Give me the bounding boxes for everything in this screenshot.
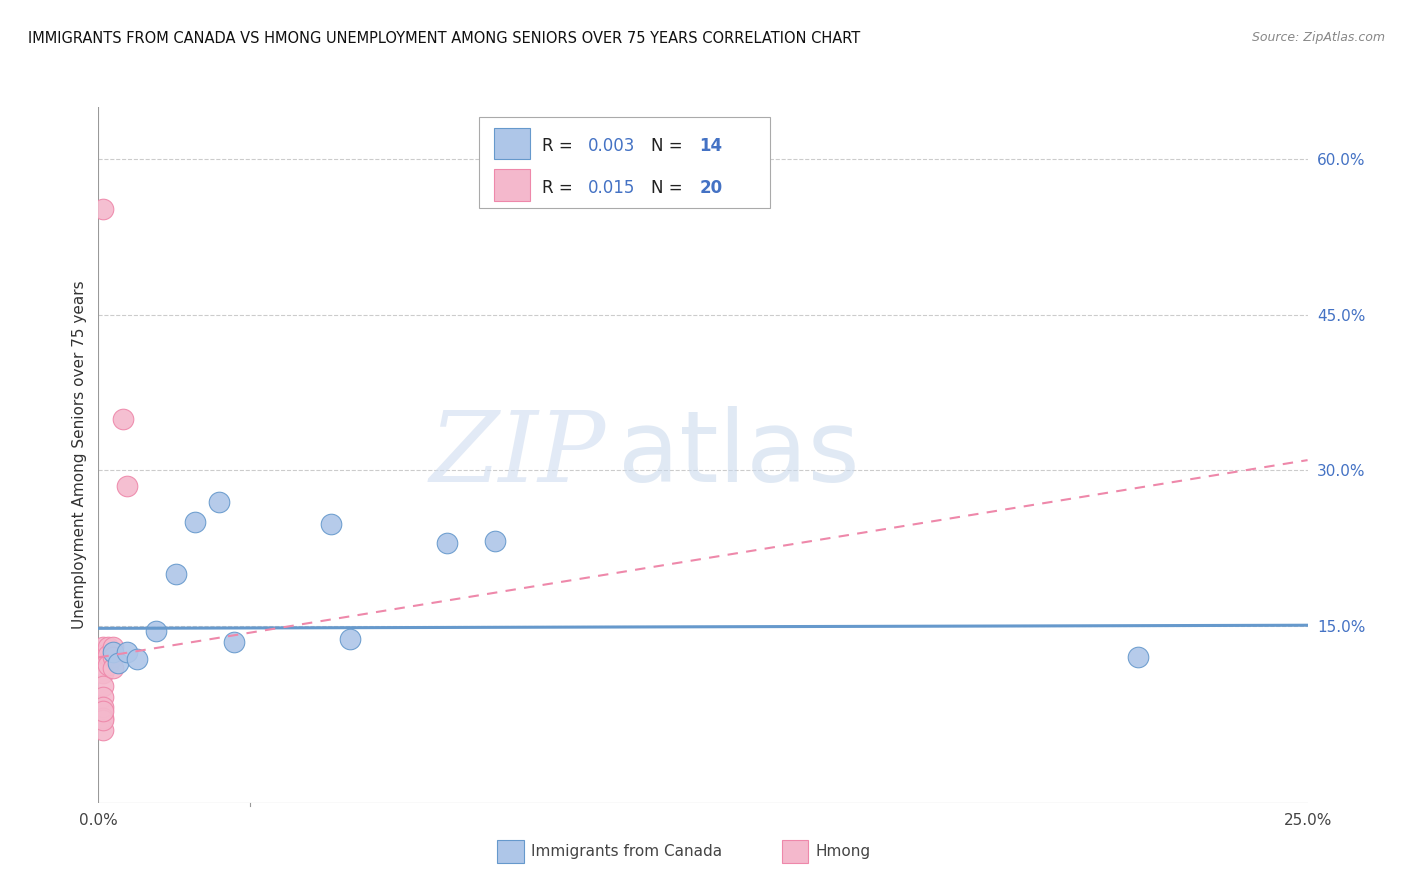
Text: IMMIGRANTS FROM CANADA VS HMONG UNEMPLOYMENT AMONG SENIORS OVER 75 YEARS CORRELA: IMMIGRANTS FROM CANADA VS HMONG UNEMPLOY… — [28, 31, 860, 46]
Point — [117, 645, 139, 659]
Text: Hmong: Hmong — [815, 844, 870, 859]
Point — [91, 723, 114, 738]
Bar — [782, 840, 808, 863]
Point — [319, 517, 342, 532]
Point — [111, 411, 134, 425]
Point — [484, 534, 506, 549]
Point — [101, 661, 124, 675]
Point — [91, 665, 114, 680]
Text: 14: 14 — [699, 137, 723, 155]
Point — [91, 700, 114, 714]
Point — [208, 494, 231, 508]
Point — [91, 648, 114, 663]
Point — [91, 680, 114, 694]
Point — [97, 657, 120, 672]
Point — [1128, 650, 1150, 665]
Bar — [498, 840, 524, 863]
Bar — [479, 118, 769, 208]
Text: N =: N = — [651, 137, 688, 155]
Point — [222, 635, 245, 649]
Bar — [494, 128, 530, 159]
Text: R =: R = — [543, 179, 583, 197]
Point — [97, 640, 120, 654]
Point — [97, 648, 120, 663]
Point — [91, 713, 114, 727]
Point — [91, 690, 114, 704]
Text: 0.015: 0.015 — [588, 179, 636, 197]
Point — [101, 645, 124, 659]
Point — [127, 652, 149, 666]
Point — [91, 705, 114, 719]
Text: ZIP: ZIP — [430, 408, 606, 502]
Bar — [494, 169, 530, 201]
Point — [91, 640, 114, 654]
Text: 0.003: 0.003 — [588, 137, 636, 155]
Point — [91, 657, 114, 672]
Text: Source: ZipAtlas.com: Source: ZipAtlas.com — [1251, 31, 1385, 45]
Point — [184, 516, 207, 530]
Text: N =: N = — [651, 179, 688, 197]
Point — [165, 567, 187, 582]
Point — [436, 536, 458, 550]
Point — [101, 640, 124, 654]
Point — [107, 656, 129, 670]
Text: R =: R = — [543, 137, 578, 155]
Text: 20: 20 — [699, 179, 723, 197]
Point — [91, 711, 114, 725]
Y-axis label: Unemployment Among Seniors over 75 years: Unemployment Among Seniors over 75 years — [72, 281, 87, 629]
Point — [145, 624, 167, 639]
Text: Immigrants from Canada: Immigrants from Canada — [531, 844, 723, 859]
Point — [117, 479, 139, 493]
Text: atlas: atlas — [619, 407, 860, 503]
Point — [339, 632, 361, 646]
Point — [91, 202, 114, 216]
Point — [101, 650, 124, 665]
